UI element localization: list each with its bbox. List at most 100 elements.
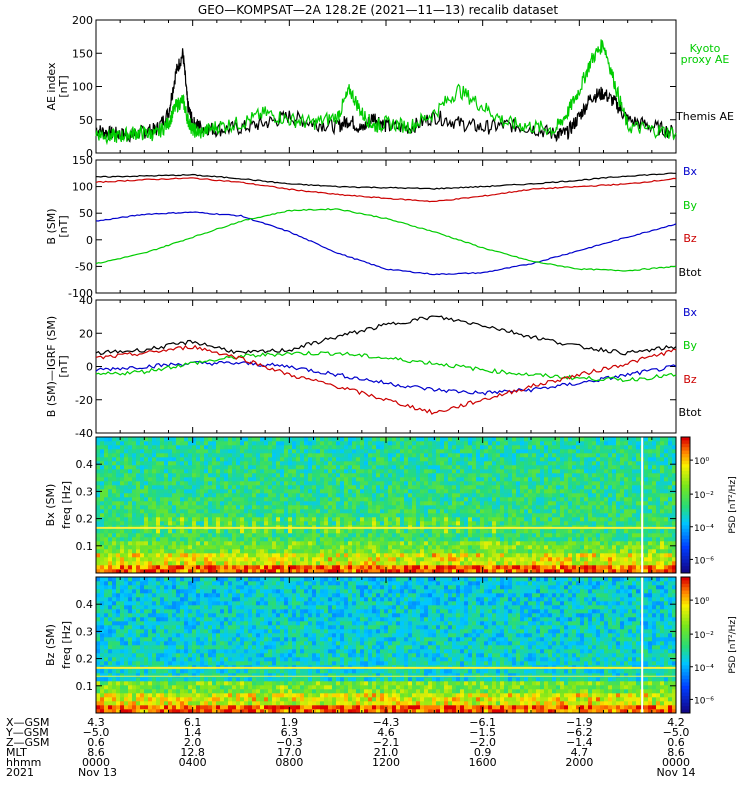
spectrogram-cell — [648, 449, 653, 454]
spectrogram-cell — [100, 541, 105, 546]
spectrogram-cell — [324, 513, 329, 518]
spectrogram-cell — [656, 529, 661, 534]
spectrogram-cell — [188, 549, 193, 554]
spectrogram-cell — [424, 553, 429, 558]
spectrogram-cell — [628, 561, 633, 566]
spectrogram-cell — [372, 569, 377, 574]
spectrogram-cell — [220, 453, 225, 458]
spectrogram-cell — [256, 517, 261, 522]
spectrogram-cell — [328, 465, 333, 470]
spectrogram-cell — [220, 553, 225, 558]
spectrogram-cell — [320, 465, 325, 470]
spectrogram-cell — [348, 565, 353, 570]
spectrogram-cell — [344, 457, 349, 462]
spectrogram-cell — [540, 481, 545, 486]
spectrogram-cell — [144, 533, 149, 538]
spectrogram-cell — [440, 553, 445, 558]
spectrogram-cell — [560, 489, 565, 494]
spectrogram-cell — [140, 561, 145, 566]
spectrogram-cell — [156, 529, 161, 534]
spectrogram-cell — [264, 549, 269, 554]
spectrogram-cell — [316, 453, 321, 458]
spectrogram-cell — [372, 501, 377, 506]
spectrogram-cell — [132, 541, 137, 546]
spectrogram-cell — [208, 497, 213, 502]
spectrogram-cell — [376, 569, 381, 574]
spectrogram-cell — [112, 497, 117, 502]
spectrogram-cell — [664, 473, 669, 478]
spectrogram-cell — [368, 541, 373, 546]
spectrogram-cell — [428, 469, 433, 474]
spectrogram-cell — [484, 481, 489, 486]
spectrogram-cell — [592, 513, 597, 518]
spectrogram-cell — [272, 517, 277, 522]
spectrogram-cell — [480, 489, 485, 494]
spectrogram-cell — [632, 561, 637, 566]
spectrogram-cell — [108, 509, 113, 514]
spectrogram-cell — [268, 545, 273, 550]
spectrogram-cell — [644, 521, 649, 526]
spectrogram-cell — [488, 449, 493, 454]
spectrogram-cell — [456, 537, 461, 542]
spectrogram-cell — [200, 517, 205, 522]
spectrogram-cell — [596, 489, 601, 494]
spectrogram-cell — [572, 489, 577, 494]
spectrogram-cell — [396, 549, 401, 554]
spectrogram-cell — [308, 509, 313, 514]
spectrogram-cell — [228, 501, 233, 506]
spectrogram-cell — [464, 553, 469, 558]
spectrogram-cell — [544, 481, 549, 486]
spectrogram-cell — [256, 485, 261, 490]
spectrogram-cell — [568, 513, 573, 518]
spectrogram-cell — [232, 517, 237, 522]
spectrogram-cell — [364, 477, 369, 482]
spectrogram-cell — [632, 541, 637, 546]
spectrogram-cell — [148, 493, 153, 498]
spectrogram-cell — [520, 485, 525, 490]
spectrogram-cell — [372, 533, 377, 538]
spectrogram-cell — [116, 493, 121, 498]
spectrogram-cell — [420, 465, 425, 470]
spectrogram-cell — [144, 521, 149, 526]
spectrogram-cell — [160, 553, 165, 558]
spectrogram-cell — [316, 509, 321, 514]
spectrogram-cell — [172, 441, 177, 446]
spectrogram-cell — [588, 505, 593, 510]
spectrogram-cell — [264, 457, 269, 462]
spectrogram-cell — [548, 533, 553, 538]
spectrogram-cell — [140, 545, 145, 550]
spectrogram-cell — [368, 533, 373, 538]
spectrogram-cell — [124, 557, 129, 562]
spectrogram-cell — [300, 501, 305, 506]
spectrogram-cell — [660, 541, 665, 546]
spectrogram-cell — [432, 537, 437, 542]
spectrogram-cell — [124, 561, 129, 566]
spectrogram-cell — [228, 505, 233, 510]
spectrogram-cell — [340, 461, 345, 466]
spectrogram-cell — [608, 461, 613, 466]
spectrogram-cell — [464, 449, 469, 454]
spectrogram-cell — [652, 533, 657, 538]
spectrogram-cell — [496, 493, 501, 498]
spectrogram-cell — [240, 529, 245, 534]
spectrogram-cell — [356, 557, 361, 562]
spectrogram-cell — [588, 497, 593, 502]
spectrogram-cell — [152, 493, 157, 498]
spectrogram-cell — [300, 441, 305, 446]
spectrogram-cell — [472, 505, 477, 510]
spectrogram-cell — [348, 537, 353, 542]
spectrogram-cell — [548, 513, 553, 518]
spectrogram-cell — [596, 469, 601, 474]
spectrogram-cell — [440, 569, 445, 574]
spectrogram-cell — [628, 489, 633, 494]
spectrogram-cell — [428, 493, 433, 498]
spectrogram-cell — [468, 545, 473, 550]
spectrogram-cell — [576, 509, 581, 514]
spectrogram-cell — [336, 545, 341, 550]
spectrogram-cell — [304, 541, 309, 546]
spectrogram-cell — [472, 469, 477, 474]
spectrogram-cell — [284, 517, 289, 522]
spectrogram-cell — [364, 517, 369, 522]
spectrogram-cell — [176, 493, 181, 498]
spectrogram-cell — [140, 513, 145, 518]
